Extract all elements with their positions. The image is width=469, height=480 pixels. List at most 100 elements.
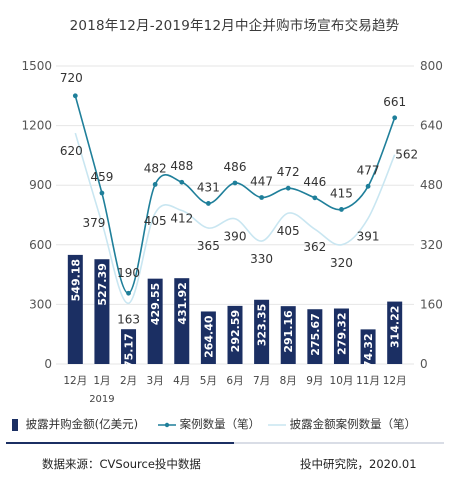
disclosed-value-label: 330 xyxy=(250,252,273,266)
disclosed-value-label: 320 xyxy=(330,256,353,270)
bar-value-label: 279.32 xyxy=(335,313,348,355)
disclosed-value-label: 620 xyxy=(60,144,83,158)
cases-value-label: 477 xyxy=(357,163,380,177)
left-tick-label: 1500 xyxy=(21,59,52,73)
bar-value-label: 323.35 xyxy=(256,304,269,346)
bar xyxy=(67,254,83,364)
cases-value-label: 486 xyxy=(224,160,247,174)
right-tick-label: 480 xyxy=(420,178,443,192)
cases-point xyxy=(339,207,344,212)
left-tick-label: 900 xyxy=(29,178,52,192)
disclosed-value-label: 362 xyxy=(303,240,326,254)
left-tick-label: 300 xyxy=(29,297,52,311)
cases-value-label: 482 xyxy=(144,161,167,175)
bar xyxy=(147,278,163,364)
cases-value-label: 661 xyxy=(383,95,406,109)
cases-point xyxy=(205,201,211,206)
bar xyxy=(387,301,403,364)
right-tick-label: 0 xyxy=(420,357,428,371)
bar xyxy=(200,311,216,364)
legend-item-bar: 披露并购金额(亿美元) xyxy=(12,416,138,432)
x-tick-label: 8月 xyxy=(280,375,297,387)
disclosed-value-label: 412 xyxy=(170,212,193,226)
bar-value-label: 264.40 xyxy=(202,315,215,358)
legend-cases-swatch xyxy=(158,422,176,427)
cases-point xyxy=(392,115,398,121)
x-tick-label: 6月 xyxy=(226,375,243,387)
x-tick-label: 1月 xyxy=(93,375,110,387)
bar-series: 549.18 527.39 175.17 429.55 431.92 264.40 292.… xyxy=(67,254,403,376)
cases-point xyxy=(312,195,318,201)
cases-point xyxy=(126,290,131,296)
left-tick-label: 600 xyxy=(29,238,52,252)
cases-point xyxy=(179,179,185,185)
bar xyxy=(254,299,270,364)
data-source: 数据来源：CVSource投中数据 xyxy=(42,457,201,471)
bar-value-label: 429.55 xyxy=(149,283,162,325)
bar xyxy=(121,329,137,364)
legend-label-bar: 披露并购金额(亿美元) xyxy=(25,417,139,431)
bar xyxy=(174,278,190,364)
legend-rule-dark xyxy=(6,442,234,444)
x-tick-label: 12月 xyxy=(63,375,87,387)
series-line-disclosed xyxy=(74,132,396,305)
disclosed-value-label: 163 xyxy=(117,312,140,326)
bar-value-label: 174.32 xyxy=(362,333,375,375)
cases-value-label: 488 xyxy=(170,159,193,173)
right-axis-ticks: 0 160 320 480 640 800 xyxy=(420,59,443,371)
bar xyxy=(360,329,376,364)
legend: 披露并购金额(亿美元) 案例数量（笔） 披露金额案例数量（笔） xyxy=(6,416,466,434)
bar-value-label: 549.18 xyxy=(69,259,82,301)
legend-rule-light xyxy=(234,442,444,444)
combo-chart: 0 300 600 900 1200 1500 0 160 320 480 640 800 549.… xyxy=(21,59,443,405)
x-tick-label: 9月 xyxy=(306,375,323,387)
bar-value-label: 175.17 xyxy=(123,333,136,375)
credit-line: 投中研究院，2020.01 xyxy=(300,457,417,471)
cases-value-label: 415 xyxy=(330,186,353,200)
cases-point xyxy=(72,93,78,99)
bar xyxy=(307,309,323,364)
bar-value-label: 314.22 xyxy=(389,306,402,348)
disclosed-value-label: 379 xyxy=(82,216,105,230)
x-tick-label: 2月 xyxy=(120,375,137,387)
legend-item-disclosed: 披露金额案例数量（笔） xyxy=(268,416,416,432)
right-tick-label: 640 xyxy=(420,119,443,133)
bar-value-label: 431.92 xyxy=(176,282,189,324)
cases-value-label: 720 xyxy=(60,71,83,85)
cases-point xyxy=(259,195,265,200)
left-tick-label: 1200 xyxy=(21,119,52,133)
left-axis-ticks: 0 300 600 900 1200 1500 xyxy=(21,59,52,371)
cases-value-label: 446 xyxy=(303,175,326,189)
legend-item-cases: 案例数量（笔） xyxy=(158,416,260,432)
right-tick-label: 160 xyxy=(420,297,443,311)
bar-value-label: 527.39 xyxy=(96,263,109,305)
disclosed-value-label: 391 xyxy=(357,229,380,243)
bar-value-label: 291.16 xyxy=(282,310,295,353)
bar-value-label: 292.59 xyxy=(229,310,242,352)
disclosed-value-label: 405 xyxy=(277,224,300,238)
x-year-label: 2019 xyxy=(89,394,114,405)
disclosed-value-label: 405 xyxy=(144,214,167,228)
x-tick-label: 4月 xyxy=(173,375,190,387)
x-tick-label: 5月 xyxy=(200,375,217,387)
left-tick-label: 0 xyxy=(44,357,52,371)
legend-label-cases: 案例数量（笔） xyxy=(179,417,261,431)
cases-value-label: 459 xyxy=(90,170,113,184)
bar-value-label: 275.67 xyxy=(309,313,322,355)
x-tick-label: 11月 xyxy=(356,375,380,387)
right-tick-label: 800 xyxy=(420,59,443,73)
bar xyxy=(333,308,349,364)
cases-value-label: 431 xyxy=(197,180,220,194)
cases-point xyxy=(365,183,371,189)
disclosed-value-label: 562 xyxy=(395,148,418,162)
cases-value-label: 190 xyxy=(117,266,140,280)
x-tick-label: 12月 xyxy=(383,375,407,387)
cases-value-label: 472 xyxy=(277,165,300,179)
chart-title: 2018年12月-2019年12月中企并购市场宣布交易趋势 xyxy=(69,18,400,34)
legend-label-disclosed: 披露金额案例数量（笔） xyxy=(289,417,417,431)
bar xyxy=(227,305,243,364)
cases-point xyxy=(232,180,238,186)
legend-bar-swatch xyxy=(12,418,18,431)
